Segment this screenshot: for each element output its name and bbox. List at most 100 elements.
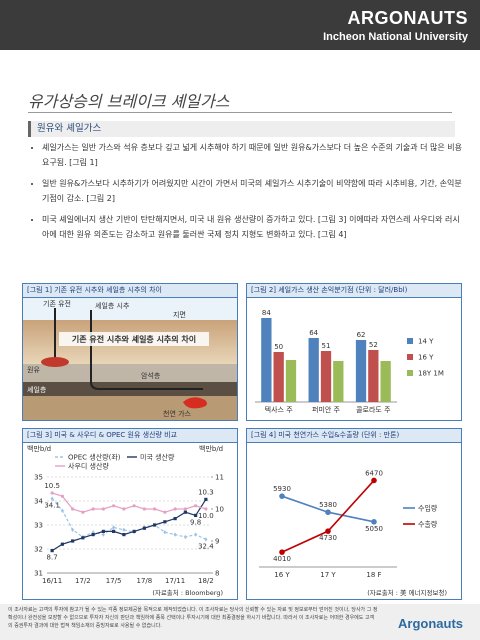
data-label: 9.8 <box>190 518 201 526</box>
legend-label: 수입량 <box>418 505 438 513</box>
chart: 31 32 33 34 35 8 9 10 11 백만b/d 백만b/d 16/11 17/2 17/5 1… <box>27 444 224 597</box>
data-label: 10.0 <box>198 512 214 520</box>
data-label: 50 <box>274 343 283 351</box>
marker <box>183 534 187 540</box>
marker <box>71 507 75 511</box>
marker <box>112 529 116 533</box>
bar <box>380 361 391 402</box>
rock-layer <box>23 364 237 382</box>
x-tick-label: 17/2 <box>75 577 91 585</box>
marker <box>173 517 177 521</box>
legend-label: 14 Y <box>418 338 434 346</box>
data-label: 5050 <box>365 525 383 533</box>
marker <box>122 533 126 537</box>
marker <box>112 525 116 530</box>
page-title: 유가상승의 브레이크 셰일가스 <box>28 92 230 111</box>
chart: 텍사스 주 퍼미안 주 콜로라도 주 84 64 62 14 Y 50 51 52 16 Y 18Y … <box>255 309 444 414</box>
data-label: 5930 <box>273 485 291 493</box>
marker <box>153 523 157 527</box>
data-label: 51 <box>322 342 331 350</box>
marker <box>194 532 198 537</box>
marker <box>122 507 126 511</box>
y-tick-label: 32 <box>34 546 43 554</box>
y2-axis-label: 백만b/d <box>199 444 223 453</box>
marker <box>50 549 54 553</box>
data-label: 4010 <box>273 555 291 563</box>
diagram-label: 천연 가스 <box>163 409 192 418</box>
marker <box>101 532 105 537</box>
bar <box>261 318 272 402</box>
caption-bg <box>59 332 209 346</box>
marker <box>91 533 95 537</box>
data-label: 6470 <box>365 469 383 477</box>
x-tick-label: 16 Y <box>274 571 290 579</box>
marker <box>101 507 105 511</box>
marker <box>371 519 377 525</box>
gas-pocket <box>183 397 207 409</box>
x-tick-label: 콜로라도 주 <box>356 405 391 414</box>
university: Incheon National University <box>323 31 468 43</box>
data-label: 8.7 <box>47 554 58 562</box>
marker <box>142 526 146 530</box>
y2-tick-label: 9 <box>215 538 219 546</box>
marker <box>204 497 208 501</box>
line <box>51 492 207 513</box>
figure-panel: [그림 1] 기존 유전 시추와 셰일층 시추의 차이 기존 유전 셰일층 시추… <box>22 283 238 421</box>
marker <box>60 542 64 546</box>
y2-tick-label: 8 <box>215 570 219 578</box>
y-tick-label: 31 <box>34 570 43 578</box>
figure-title: [그림 2] 셰일가스 생산 손익분기점 (단위 : 달러/Bbl) <box>247 284 461 298</box>
data-label: 64 <box>309 329 318 337</box>
marker <box>132 504 136 508</box>
line <box>51 498 207 540</box>
diagram-label: 지면 <box>173 310 186 319</box>
bullet: 미국 셰일에너지 생산 기반이 탄탄해지면서, 미국 내 원유 생산량이 증가하… <box>42 212 462 242</box>
bar <box>320 351 332 402</box>
x-tick-label: 텍사스 주 <box>265 405 294 414</box>
legend-swatch <box>407 338 413 344</box>
x-tick-label: 17 Y <box>320 571 336 579</box>
marker <box>112 504 116 508</box>
bar <box>285 360 297 402</box>
marker <box>371 477 377 484</box>
footer <box>0 604 480 640</box>
bar <box>368 350 379 402</box>
y-axis-label: 백만b/d <box>27 444 51 453</box>
figure-title: [그림 4] 미국 천연가스 수입&수출량 (단위 : 만톤) <box>247 429 461 443</box>
data-label: 32.4 <box>198 542 214 550</box>
legend-label: 수출량 <box>418 520 438 529</box>
brand: ARGONAUTS <box>347 8 468 28</box>
diagram-label: 기존 유전 <box>43 299 71 308</box>
y-tick-label: 35 <box>34 474 43 482</box>
figure-title: [그림 3] 미국 & 사우디 & OPEC 원유 생산량 비교 <box>23 429 237 443</box>
x-tick-label: 17/11 <box>165 577 185 585</box>
chart: 16 Y 17 Y 18 F 5930 5380 5050 수입량 4010 4730 6470 수… <box>259 469 447 597</box>
marker <box>204 537 208 542</box>
marker <box>142 507 146 511</box>
marker <box>183 507 187 511</box>
diagram-label: 원유 <box>27 365 40 374</box>
marker <box>71 539 75 543</box>
marker <box>183 510 187 514</box>
marker <box>194 504 198 508</box>
logo: Argonauts <box>398 616 463 631</box>
y2-tick-label: 11 <box>215 474 224 482</box>
legend-label: 사우디 생산량 <box>68 462 109 471</box>
diagram-label: 셰일층 <box>27 385 47 394</box>
source: (자료출처 : Bloomberg) <box>152 588 223 597</box>
marker <box>153 507 157 511</box>
legend-label: 18Y 1M <box>418 370 444 378</box>
marker <box>204 507 208 511</box>
data-label: 52 <box>369 341 378 349</box>
data-label: 10.5 <box>44 482 60 490</box>
y-tick-label: 34 <box>34 498 43 506</box>
figure-panel: [그림 4] 미국 천연가스 수입&수출량 (단위 : 만톤) 16 Y 17 Y… <box>246 428 462 600</box>
marker <box>163 510 167 514</box>
y2-tick-label: 10 <box>215 506 224 514</box>
bullet: 일반 원유&가스보다 시추하기가 어려웠지만 시간이 가면서 미국의 셰일가스 … <box>42 176 462 206</box>
deep-layer <box>23 396 237 420</box>
legend-swatch <box>407 354 413 360</box>
y-tick-label: 33 <box>34 522 43 530</box>
title-rule <box>28 112 452 113</box>
